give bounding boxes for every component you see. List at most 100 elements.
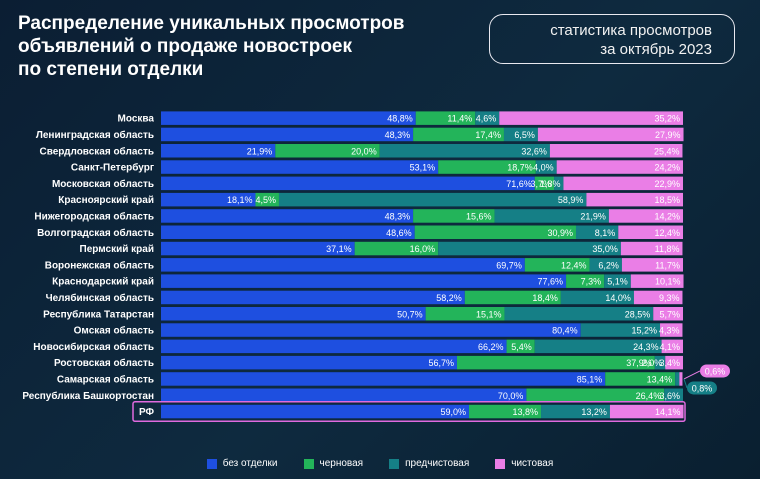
legend-item: чистовая xyxy=(495,458,553,469)
bar-segment-предчистовая xyxy=(575,225,619,239)
data-label: 24,2% xyxy=(654,163,680,173)
bar-segment-предчистовая xyxy=(675,372,680,386)
bar-segment-чистовая xyxy=(621,258,683,272)
data-label: 13,4% xyxy=(647,374,673,384)
data-label: 35,2% xyxy=(654,114,680,124)
data-label: 5,1% xyxy=(607,277,628,287)
data-label: 4,1% xyxy=(659,342,680,352)
bar-segment-предчистовая xyxy=(554,176,564,191)
bar-segment-чистовая xyxy=(630,274,684,288)
category-label: Ростовская область xyxy=(54,357,154,369)
data-label: 37,1% xyxy=(326,244,352,254)
category-label: Республика Татарстан xyxy=(43,308,154,320)
badge-line: статистика просмотров xyxy=(550,22,712,39)
data-label: 15,2% xyxy=(632,326,658,336)
bar-segment-предчистовая xyxy=(541,404,610,419)
category-label: Краснодарский край xyxy=(52,277,154,288)
legend-swatch xyxy=(206,458,217,469)
bar-segment-без-отделки xyxy=(161,241,355,256)
bar-segment-черновая xyxy=(464,290,561,305)
legend-swatch xyxy=(303,458,314,469)
data-label: 15,6% xyxy=(466,211,492,221)
bar-segment-черновая xyxy=(526,388,665,402)
category-label: Воронежская область xyxy=(45,259,154,271)
callout-leader xyxy=(683,370,701,380)
data-label: 3,4% xyxy=(659,358,680,368)
data-label: 48,3% xyxy=(385,130,411,140)
data-label: 4,0% xyxy=(533,163,554,173)
bar-segment-чистовая xyxy=(586,192,683,207)
data-label: 4,3% xyxy=(659,326,680,336)
data-label: 77,6% xyxy=(538,277,564,287)
bar-segment-предчистовая xyxy=(589,258,622,272)
data-label: 18,7% xyxy=(507,163,533,173)
bar-segment-без-отделки xyxy=(161,339,507,354)
category-label: Волгоградская область xyxy=(37,227,154,239)
data-label: 14,2% xyxy=(654,211,680,221)
bar-segment-чистовая xyxy=(609,404,684,419)
bar-segment-без-отделки xyxy=(161,209,414,223)
legend-swatch xyxy=(389,458,400,469)
bar-segment-предчистовая xyxy=(475,111,500,125)
data-label: 18,1% xyxy=(227,195,253,205)
data-label: 6,5% xyxy=(514,130,535,140)
bar-segment-предчистовая xyxy=(534,339,662,354)
bar-segment-черновая xyxy=(354,241,439,256)
data-label: 6,2% xyxy=(598,260,619,270)
data-label: 80,4% xyxy=(552,326,578,336)
category-label: РФ xyxy=(139,407,155,418)
data-label: 16,0% xyxy=(410,244,436,254)
bar-segment-без-отделки xyxy=(161,372,606,386)
data-label: 13,8% xyxy=(512,407,538,417)
data-label: 14,0% xyxy=(605,293,631,303)
bar-segment-без-отделки xyxy=(161,323,581,337)
bar-segment-черновая xyxy=(566,274,605,288)
bar-segment-чистовая xyxy=(563,176,683,191)
bar-segment-черновая xyxy=(275,144,380,158)
bar-segment-чистовая xyxy=(633,290,683,305)
bar-segment-предчистовая xyxy=(560,290,634,305)
data-label: 48,6% xyxy=(386,228,412,238)
data-label: 4,5% xyxy=(255,195,276,205)
highlight-frame xyxy=(132,401,686,423)
data-label: 28,5% xyxy=(625,309,651,319)
legend-item: без отделки xyxy=(206,458,278,469)
bar-segment-чистовая xyxy=(556,160,683,174)
data-label: 58,9% xyxy=(558,195,584,205)
data-label: 59,0% xyxy=(440,407,466,417)
data-label: 24,3% xyxy=(633,342,659,352)
bar-segment-чистовая xyxy=(608,209,683,223)
bar-segment-черновая xyxy=(468,404,542,419)
legend-item: предчистовая xyxy=(389,458,469,469)
data-label: 17,4% xyxy=(475,130,501,140)
data-label: 18,4% xyxy=(532,293,558,303)
callout-label: 0,6% xyxy=(705,366,726,376)
bar-segment-без-отделки xyxy=(161,144,276,158)
bar-segment-без-отделки xyxy=(161,307,426,321)
bar-segment-чистовая xyxy=(661,339,683,354)
bar-segment-черновая xyxy=(524,258,590,272)
data-label: 32,6% xyxy=(521,146,547,156)
bar-segment-без-отделки xyxy=(161,192,256,207)
data-label: 25,4% xyxy=(654,146,680,156)
badge-line: за октябрь 2023 xyxy=(600,41,712,58)
category-label: Красноярский край xyxy=(58,195,154,206)
bar-segment-чистовая xyxy=(660,323,683,337)
bar-segment-предчистовая xyxy=(580,323,661,337)
bar-segment-черновая xyxy=(425,307,505,321)
bar-segment-чистовая xyxy=(499,111,683,125)
bar-segment-без-отделки xyxy=(161,225,415,239)
bar-segment-предчистовая xyxy=(604,274,631,288)
category-label: Пермский край xyxy=(80,244,154,255)
bar-segment-черновая xyxy=(456,355,655,370)
data-label: 5,4% xyxy=(511,342,532,352)
data-label: 14,1% xyxy=(655,407,681,417)
data-label: 48,3% xyxy=(385,211,411,221)
bar-segment-без-отделки xyxy=(161,176,535,191)
legend-label: предчистовая xyxy=(405,458,470,469)
data-label: 50,7% xyxy=(397,309,423,319)
data-label: 11,8% xyxy=(655,244,680,254)
category-label: Москва xyxy=(118,114,155,125)
bar-segment-предчистовая xyxy=(278,192,587,207)
